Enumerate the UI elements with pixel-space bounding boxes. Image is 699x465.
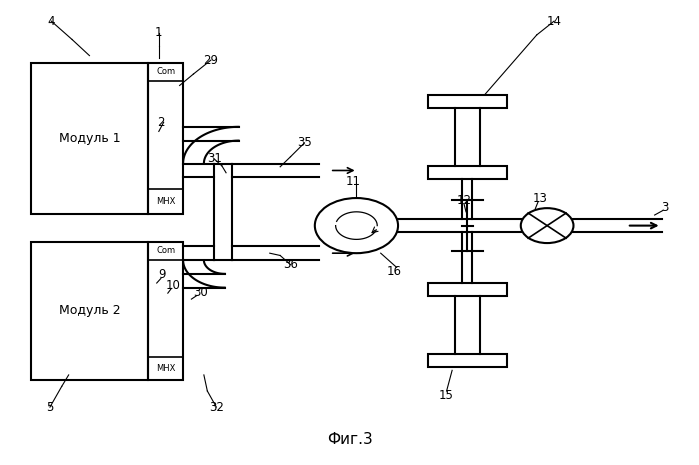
Text: 13: 13 — [533, 192, 547, 205]
Text: Фиг.3: Фиг.3 — [326, 432, 373, 447]
Text: 32: 32 — [209, 400, 224, 413]
Text: Модуль 1: Модуль 1 — [59, 132, 120, 145]
Circle shape — [315, 198, 398, 253]
Text: 14: 14 — [547, 15, 561, 27]
Bar — [148, 242, 183, 379]
Bar — [428, 283, 507, 296]
Bar — [428, 95, 507, 107]
Bar — [428, 166, 507, 179]
Text: 29: 29 — [203, 54, 218, 66]
Text: Com: Com — [156, 67, 175, 76]
Text: Com: Com — [156, 246, 175, 255]
Bar — [148, 62, 183, 214]
Text: 15: 15 — [439, 389, 454, 402]
Text: 3: 3 — [661, 201, 669, 214]
Text: МНХ: МНХ — [156, 364, 175, 372]
Text: 31: 31 — [207, 153, 222, 166]
Text: МНХ: МНХ — [156, 197, 175, 206]
Text: 35: 35 — [297, 136, 312, 149]
Bar — [428, 354, 507, 367]
Text: 10: 10 — [165, 279, 180, 292]
Text: 5: 5 — [46, 400, 54, 413]
Text: 36: 36 — [283, 258, 298, 271]
Text: 30: 30 — [193, 286, 208, 299]
Text: 11: 11 — [345, 175, 361, 188]
Text: 4: 4 — [48, 15, 55, 27]
Bar — [31, 242, 148, 379]
Text: 9: 9 — [159, 268, 166, 281]
Text: 1: 1 — [155, 26, 163, 39]
Text: 16: 16 — [387, 265, 402, 278]
Text: 12: 12 — [456, 194, 471, 207]
Circle shape — [521, 208, 573, 243]
Bar — [31, 62, 148, 214]
Text: 2: 2 — [157, 116, 165, 129]
Text: Модуль 2: Модуль 2 — [59, 304, 120, 317]
